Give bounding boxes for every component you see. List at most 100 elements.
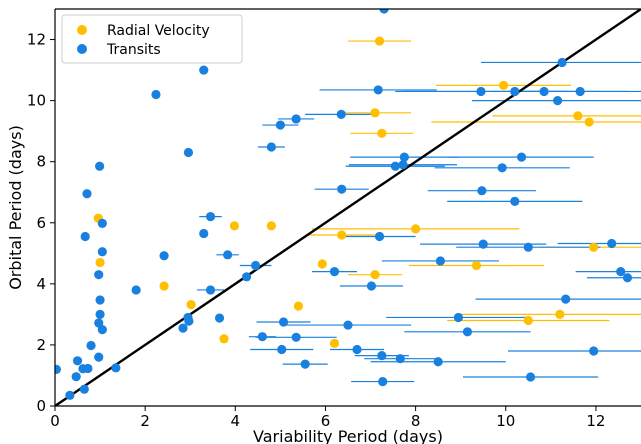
radial-velocity-point [555, 309, 565, 319]
transit-point [80, 231, 90, 242]
transit-point [589, 346, 599, 356]
transit-point [478, 239, 488, 249]
y-tick-label: 0 [36, 397, 46, 415]
transit-point [199, 228, 209, 239]
transit-point [379, 9, 389, 14]
transit-point [183, 147, 194, 158]
radial-velocity-point [370, 270, 380, 280]
legend-label: Transits [106, 42, 161, 58]
transit-point [523, 242, 533, 252]
radial-velocity-point [573, 111, 583, 121]
transit-point [607, 238, 617, 249]
radial-velocity-point [337, 230, 347, 240]
radial-velocity-point [186, 300, 196, 310]
transit-point [97, 325, 107, 335]
radial-velocity-point [589, 242, 599, 252]
y-tick-label: 2 [36, 336, 46, 354]
transit-point [622, 273, 633, 283]
radial-velocity-point [266, 221, 276, 231]
radial-velocity-point [498, 80, 509, 90]
transit-point [86, 340, 96, 351]
radial-velocity-point [374, 36, 385, 46]
radial-velocity-point [229, 221, 240, 231]
transit-point [516, 152, 527, 162]
transit-point [266, 142, 276, 152]
transit-point [435, 256, 446, 266]
transit-point [95, 161, 105, 171]
radial-velocity-point [95, 257, 105, 268]
x-tick-label: 10 [496, 412, 515, 430]
x-tick-label: 0 [50, 412, 60, 430]
transit-point [55, 364, 61, 374]
transit-point [184, 316, 194, 326]
transit-point [373, 85, 383, 95]
x-tick-label: 8 [411, 412, 421, 430]
transit-point [300, 359, 310, 369]
reference-line-layer [55, 9, 641, 406]
transit-point [616, 267, 626, 277]
radial-velocity-point [370, 108, 380, 118]
transit-point [329, 267, 340, 277]
transit-point [510, 86, 520, 97]
x-tick-label: 12 [586, 412, 605, 430]
transit-point [205, 285, 216, 295]
legend-box [61, 14, 243, 64]
transit-point [214, 313, 225, 323]
transit-point [95, 309, 105, 319]
transit-point [71, 372, 81, 382]
radial-velocity-point [329, 338, 340, 348]
y-tick-label: 8 [36, 153, 46, 171]
transit-point [575, 86, 585, 97]
transit-point [343, 320, 353, 330]
transit-point [557, 57, 567, 68]
legend-label: Radial Velocity [107, 23, 210, 39]
radial-velocity-point [377, 128, 387, 138]
transit-point [250, 260, 261, 271]
transit-point [336, 109, 346, 119]
transit-point [291, 114, 301, 124]
error-bars [196, 40, 641, 383]
radial-velocity-point [219, 334, 229, 344]
transit-point [278, 317, 289, 327]
transit-point [223, 250, 233, 260]
y-tick-label: 12 [27, 31, 46, 49]
transit-point [97, 218, 107, 228]
transit-point [433, 357, 443, 367]
x-axis-label: Variability Period (days) [253, 427, 443, 444]
transit-point [510, 196, 520, 206]
transit-point [94, 270, 104, 280]
transit-point [95, 295, 105, 305]
axes: 0 2 4 6 8 10 12 0 2 4 6 8 10 12 [27, 8, 641, 430]
legend-marker [77, 25, 87, 35]
transit-point [277, 344, 287, 355]
transit-point [378, 376, 388, 387]
transit-point [83, 363, 93, 374]
transit-point [159, 251, 169, 261]
transit-point [390, 161, 400, 171]
transit-point [374, 231, 385, 242]
transit-point [94, 318, 104, 328]
radial-velocity-point [411, 224, 421, 234]
x-tick-label: 2 [140, 412, 150, 430]
transit-point [398, 160, 408, 170]
transit-point [199, 65, 209, 75]
transit-point [82, 189, 92, 199]
transit-point [453, 312, 464, 323]
transit-point [94, 352, 104, 362]
transit-point [291, 332, 301, 342]
transit-point [131, 285, 141, 295]
transit-point [275, 120, 285, 130]
transit-point [65, 390, 75, 400]
radial-velocity-point [584, 117, 594, 127]
y-axis-label: Orbital Period (days) [6, 125, 25, 290]
transit-point [553, 96, 563, 106]
transit-point [72, 356, 83, 366]
transit-point [111, 363, 121, 373]
transit-point [337, 184, 347, 194]
transit-point [561, 294, 571, 304]
legend: Radial Velocity Transits [61, 14, 243, 64]
transit-point [205, 212, 216, 222]
y-tick-label: 4 [36, 275, 46, 293]
data-points [55, 9, 633, 400]
